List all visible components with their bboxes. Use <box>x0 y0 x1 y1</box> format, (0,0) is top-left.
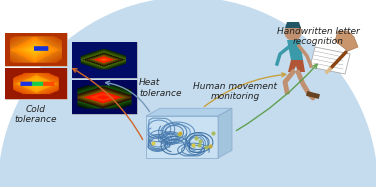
Text: Cold
tolerance: Cold tolerance <box>15 105 57 124</box>
Polygon shape <box>287 40 303 60</box>
Polygon shape <box>146 116 218 158</box>
Circle shape <box>285 24 301 40</box>
Text: Handwritten letter
recognition: Handwritten letter recognition <box>277 27 359 46</box>
Polygon shape <box>285 22 301 28</box>
FancyBboxPatch shape <box>72 80 137 114</box>
Text: Human movement
monitoring: Human movement monitoring <box>193 82 277 101</box>
FancyBboxPatch shape <box>5 33 67 66</box>
FancyBboxPatch shape <box>5 68 67 99</box>
Polygon shape <box>288 60 305 72</box>
Text: Heat
tolerance: Heat tolerance <box>139 78 182 98</box>
Polygon shape <box>335 31 358 51</box>
FancyBboxPatch shape <box>72 42 137 78</box>
Polygon shape <box>310 47 350 74</box>
Polygon shape <box>146 108 232 116</box>
Polygon shape <box>218 108 232 158</box>
